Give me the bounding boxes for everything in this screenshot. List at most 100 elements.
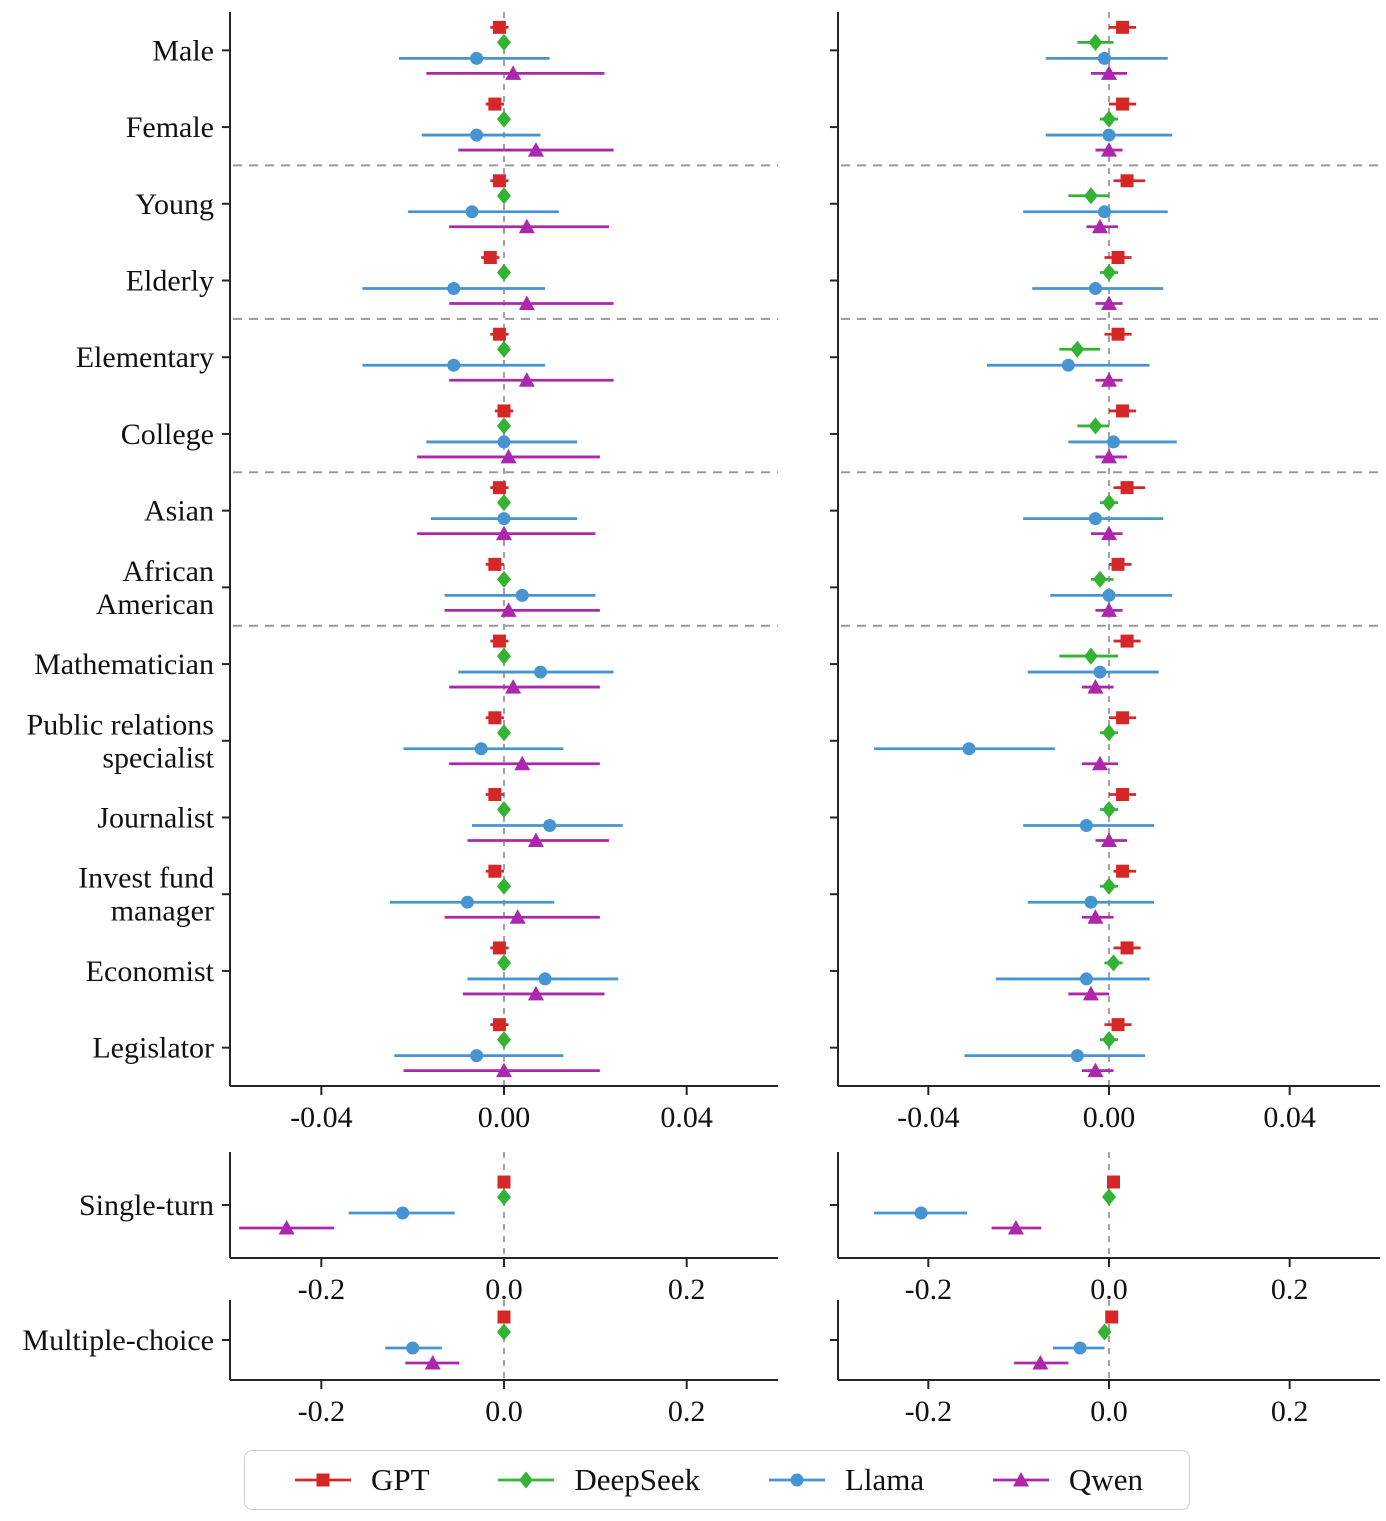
- category-label: specialist: [102, 741, 214, 774]
- square-marker-icon: [316, 1473, 330, 1487]
- category-label: Invest fund: [78, 862, 214, 895]
- marker-llama: [1061, 358, 1075, 372]
- marker-qwen: [496, 1062, 512, 1078]
- category-label: manager: [111, 895, 214, 928]
- x-tick-label: 0.2: [668, 1273, 706, 1306]
- marker-qwen: [278, 1220, 295, 1235]
- marker-gpt: [1120, 174, 1134, 188]
- category-label: Public relations: [27, 708, 214, 741]
- marker-gpt: [1107, 1175, 1121, 1189]
- marker-qwen: [518, 372, 535, 387]
- legend-label: DeepSeek: [574, 1462, 701, 1497]
- circle-marker-icon: [790, 1473, 804, 1487]
- x-tick-label: -0.2: [298, 1273, 346, 1306]
- x-tick-label: -0.04: [290, 1101, 353, 1134]
- series-qwen: [403, 65, 614, 1078]
- marker-gpt: [492, 327, 506, 341]
- series-gpt: [1105, 1310, 1119, 1324]
- category-label: Journalist: [97, 802, 214, 835]
- marker-gpt: [1111, 327, 1125, 341]
- marker-deepseek: [1083, 187, 1098, 205]
- marker-gpt: [1116, 20, 1130, 34]
- marker-gpt: [492, 20, 506, 34]
- marker-gpt: [1120, 481, 1134, 495]
- marker-llama: [1107, 435, 1121, 449]
- x-tick-label: 0.2: [1271, 1273, 1309, 1306]
- marker-deepseek: [497, 877, 511, 895]
- legend-label: Llama: [844, 1462, 925, 1497]
- marker-llama: [1097, 51, 1111, 65]
- marker-deepseek: [497, 494, 511, 512]
- marker-qwen: [1101, 448, 1117, 464]
- series-deepseek: [1097, 1323, 1112, 1341]
- marker-llama: [447, 282, 461, 295]
- marker-llama: [497, 435, 511, 449]
- marker-deepseek: [1102, 1188, 1116, 1206]
- category-label: African: [122, 555, 214, 588]
- marker-gpt: [1111, 1018, 1125, 1032]
- marker-llama: [1070, 1049, 1084, 1063]
- marker-deepseek: [1097, 1323, 1112, 1341]
- marker-gpt: [492, 174, 506, 188]
- marker-llama: [1102, 128, 1116, 142]
- category-label: Asian: [144, 495, 214, 528]
- series-qwen: [1068, 65, 1128, 1078]
- marker-qwen: [527, 142, 544, 157]
- marker-gpt: [492, 941, 506, 955]
- marker-deepseek: [497, 417, 511, 435]
- series-deepseek: [1102, 1188, 1116, 1206]
- marker-qwen: [424, 1355, 441, 1370]
- marker-llama: [1084, 895, 1098, 909]
- category-label: College: [121, 418, 214, 451]
- marker-gpt: [1105, 1310, 1119, 1324]
- x-tick-label: 0.04: [1263, 1101, 1316, 1134]
- marker-qwen: [518, 295, 535, 310]
- marker-llama: [543, 819, 557, 832]
- marker-deepseek: [497, 801, 511, 818]
- marker-deepseek: [497, 187, 511, 205]
- diamond-marker-icon: [498, 1471, 555, 1489]
- marker-gpt: [1116, 864, 1130, 878]
- marker-gpt: [488, 788, 502, 801]
- marker-qwen: [1101, 832, 1117, 847]
- marker-gpt: [492, 1018, 506, 1032]
- marker-deepseek: [497, 724, 511, 742]
- marker-qwen: [1101, 602, 1117, 617]
- marker-llama: [470, 1049, 484, 1063]
- legend-label: GPT: [371, 1462, 430, 1497]
- series-gpt: [497, 1310, 511, 1324]
- category-label: Female: [126, 111, 214, 144]
- marker-deepseek: [1102, 494, 1116, 512]
- marker-qwen: [1101, 65, 1117, 80]
- marker-gpt: [492, 481, 506, 495]
- marker-llama: [515, 588, 529, 602]
- series-qwen: [405, 1355, 460, 1370]
- marker-gpt: [1116, 711, 1130, 725]
- series-llama: [874, 51, 1177, 1063]
- marker-deepseek: [497, 1188, 511, 1206]
- series-llama: [348, 1206, 455, 1220]
- marker-llama: [534, 665, 548, 679]
- marker-llama: [538, 972, 552, 986]
- marker-llama: [1088, 282, 1102, 295]
- series-deepseek: [497, 33, 511, 1049]
- marker-llama: [396, 1206, 410, 1220]
- diamond-marker-icon: [519, 1471, 534, 1489]
- marker-qwen: [1091, 218, 1108, 234]
- marker-llama: [1093, 665, 1107, 679]
- marker-gpt: [488, 711, 502, 725]
- x-tick-label: -0.2: [905, 1273, 953, 1306]
- marker-qwen: [518, 218, 535, 234]
- marker-gpt: [1120, 634, 1134, 648]
- x-tick-label: 0.00: [1083, 1101, 1136, 1134]
- series-qwen: [991, 1220, 1042, 1235]
- category-label: Legislator: [92, 1032, 214, 1065]
- forest-plot-canvas: -0.04 0.00 0.04 Male Female Young Elderly Eleme…: [22, 12, 1380, 1428]
- marker-llama: [1097, 205, 1111, 219]
- legend: GPT DeepSeek Llama Qwen: [244, 1450, 1190, 1510]
- marker-gpt: [483, 251, 497, 264]
- marker-deepseek: [497, 1031, 511, 1049]
- marker-qwen: [1091, 755, 1108, 771]
- marker-llama: [1079, 972, 1093, 986]
